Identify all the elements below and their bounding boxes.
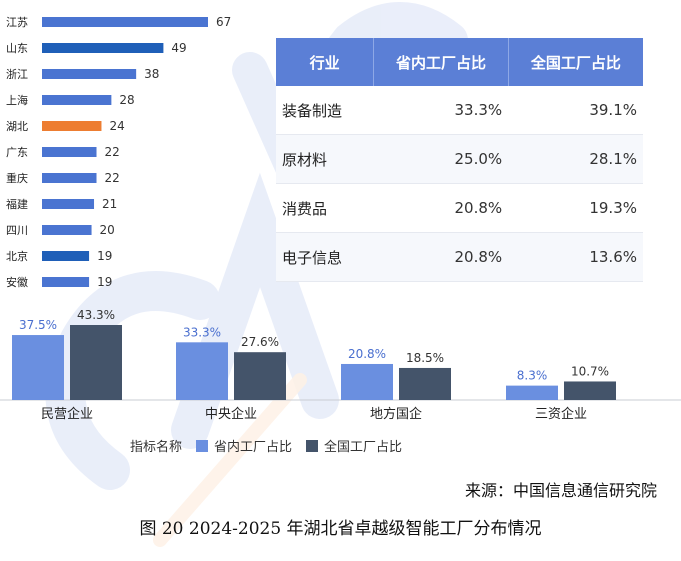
data-label: 10.7% (571, 364, 609, 378)
data-label: 33.3% (183, 325, 221, 339)
bar (42, 199, 95, 209)
industry-table: 行业 省内工厂占比 全国工厂占比 装备制造 33.3% 39.1% 原材料 25… (276, 38, 643, 282)
category-label: 广东 (6, 146, 28, 159)
category-label: 江苏 (6, 16, 28, 29)
data-label: 49 (171, 41, 186, 55)
data-label: 20.8% (348, 347, 386, 361)
bar (176, 342, 228, 400)
table-cell: 原材料 (276, 134, 374, 184)
bar (42, 43, 164, 53)
table-cell: 39.1% (508, 86, 643, 135)
bar (42, 173, 97, 183)
bar (564, 381, 616, 400)
enterprise-type-bar-chart: 37.5% 43.3% 民营企业 33.3% 27.6% 中央企业 20.8% 18.5% 地方… (0, 308, 681, 422)
table-cell: 电子信息 (276, 232, 374, 282)
column-header: 行业 (276, 38, 375, 86)
category-label: 上海 (6, 93, 28, 107)
bar (42, 277, 90, 287)
data-label: 37.5% (19, 318, 57, 332)
bar (12, 335, 64, 400)
category-label: 山东 (6, 42, 28, 55)
category-label: 浙江 (6, 68, 28, 81)
bar (42, 17, 208, 27)
table-cell: 装备制造 (276, 86, 374, 135)
bar (234, 352, 286, 400)
data-label: 19 (97, 275, 112, 289)
data-label: 22 (105, 145, 120, 159)
data-label: 20 (100, 223, 115, 237)
bar (42, 121, 102, 131)
category-label: 安徽 (6, 275, 28, 289)
table-cell: 33.3% (373, 86, 509, 135)
category-label: 地方国企 (370, 406, 422, 422)
legend-swatch-national (306, 439, 319, 452)
source-note: 来源：中国信息通信研究院 (464, 481, 657, 500)
table-row: 电子信息 20.8% 13.6% (276, 232, 643, 282)
data-label: 38 (144, 67, 159, 81)
bar (399, 367, 451, 400)
bar (42, 147, 97, 157)
category-label: 重庆 (6, 171, 28, 185)
bar (70, 325, 122, 400)
column-header: 全国工厂占比 (508, 38, 643, 86)
data-label: 21 (102, 197, 117, 211)
category-label: 中央企业 (205, 406, 257, 422)
legend-label-provincial: 省内工厂占比 (214, 440, 293, 455)
province-bar-chart: 江苏 67 山东 49 浙江 38 上海 28 湖北 24 广东 22 重庆 22 福建 21 四川 20 北京 19… (6, 15, 231, 289)
bar (42, 95, 112, 105)
table-cell: 消费品 (276, 183, 374, 233)
data-label: 18.5% (406, 351, 444, 365)
table-header-row: 行业 省内工厂占比 全国工厂占比 (276, 38, 643, 86)
table-cell: 19.3% (508, 183, 643, 233)
category-label: 四川 (6, 224, 28, 237)
category-label: 湖北 (6, 120, 28, 133)
data-label: 28 (119, 93, 134, 107)
data-label: 43.3% (77, 308, 115, 322)
table-cell: 13.6% (508, 232, 643, 282)
bar (42, 251, 90, 261)
column-header: 省内工厂占比 (373, 38, 509, 86)
category-label: 北京 (6, 249, 28, 263)
table-row: 原材料 25.0% 28.1% (276, 134, 643, 184)
data-label: 19 (97, 249, 112, 263)
data-label: 24 (109, 119, 124, 133)
figure-caption: 图 20 2024-2025 年湖北省卓越级智能工厂分布情况 (139, 519, 542, 539)
data-label: 67 (216, 15, 231, 29)
table-row: 消费品 20.8% 19.3% (276, 183, 643, 233)
legend-title: 指标名称 (130, 440, 183, 455)
bar (42, 69, 137, 79)
table-cell: 20.8% (373, 183, 509, 233)
bar (506, 385, 558, 400)
legend-swatch-provincial (196, 439, 209, 452)
bar (42, 225, 92, 235)
data-label: 8.3% (517, 369, 548, 383)
category-label: 三资企业 (535, 406, 587, 422)
bar (341, 363, 393, 400)
category-label: 民营企业 (41, 406, 93, 422)
table-row: 装备制造 33.3% 39.1% (276, 86, 643, 135)
data-label: 22 (105, 171, 120, 185)
chart-legend: 指标名称 省内工厂占比 全国工厂占比 (130, 436, 402, 455)
category-label: 福建 (6, 197, 28, 211)
table-cell: 25.0% (373, 134, 509, 184)
table-cell: 28.1% (508, 134, 643, 184)
data-label: 27.6% (241, 335, 279, 349)
legend-label-national: 全国工厂占比 (324, 440, 403, 455)
table-cell: 20.8% (373, 232, 509, 282)
